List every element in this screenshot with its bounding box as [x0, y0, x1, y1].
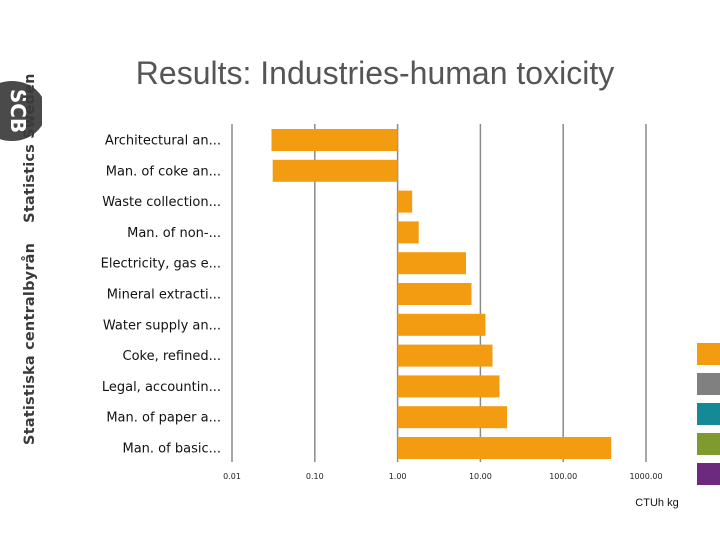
bar-4 [397, 252, 466, 275]
bar-7 [397, 344, 493, 367]
bar-10 [397, 437, 612, 459]
tick-label-0: 0.01 [223, 472, 241, 481]
bar-3 [397, 221, 419, 244]
bar-8 [397, 375, 500, 398]
category-label-8: Legal, accountin... [102, 380, 221, 395]
slide-title: Results: Industries-human toxicity [135, 55, 615, 91]
tick-label-2: 1.00 [389, 472, 407, 481]
bar-0 [271, 129, 398, 151]
legend-swatch-4 [697, 463, 720, 485]
bar-9 [397, 406, 508, 429]
category-label-6: Water supply an... [103, 318, 221, 333]
legend-swatch-2 [697, 403, 720, 425]
category-label-4: Electricity, gas e... [101, 257, 221, 272]
legend-swatch-0 [697, 343, 720, 365]
bar-2 [397, 190, 413, 213]
category-labels: Architectural an... Man. of coke an... Was… [101, 134, 221, 457]
category-label-10: Man. of basic... [123, 442, 222, 457]
bar-6 [397, 313, 486, 336]
tick-label-1: 0.10 [306, 472, 324, 481]
legend-swatch-1 [697, 373, 720, 395]
category-label-7: Coke, refined... [123, 349, 222, 364]
category-label-5: Mineral extracti... [107, 288, 221, 303]
category-label-2: Waste collection... [102, 195, 221, 210]
tick-label-5: 1000.00 [629, 472, 662, 481]
bar-1 [272, 159, 398, 182]
category-label-3: Man. of non-... [127, 226, 221, 241]
category-label-1: Man. of coke an... [106, 164, 221, 179]
category-label-0: Architectural an... [105, 134, 221, 149]
bar-5 [397, 283, 472, 305]
tick-labels: 0.01 0.10 1.00 10.00 100.00 1000.00 [223, 472, 662, 481]
legend-swatch-3 [697, 433, 720, 455]
x-axis-unit-label: CTUh kg [635, 497, 678, 509]
scb-logo-icon: SCB [0, 81, 42, 141]
tick-label-4: 100.00 [549, 472, 577, 481]
tick-label-3: 10.00 [469, 472, 492, 481]
bars [271, 129, 612, 459]
category-label-9: Man. of paper a... [106, 411, 221, 426]
svg-text:SCB: SCB [6, 89, 30, 133]
